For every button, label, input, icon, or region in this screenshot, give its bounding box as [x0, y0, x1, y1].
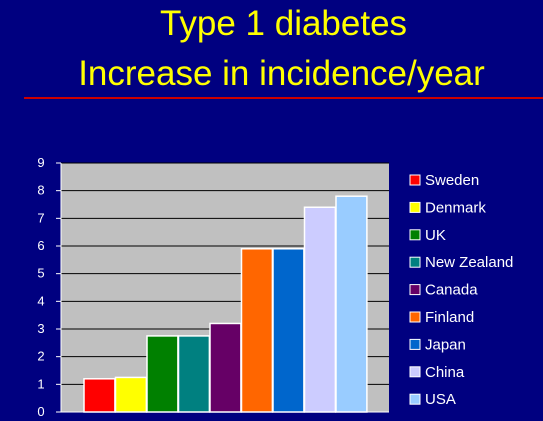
y-tick-label: 0 — [37, 404, 44, 419]
legend-label: Sweden — [425, 172, 479, 189]
title-divider — [24, 97, 543, 99]
legend-swatch — [409, 311, 421, 323]
legend-swatch — [409, 284, 421, 296]
legend-swatch — [409, 366, 421, 378]
legend-label: Canada — [425, 282, 478, 299]
bars — [83, 195, 368, 413]
y-tick-label: 6 — [37, 238, 44, 253]
legend-swatch — [409, 201, 421, 213]
bar-finland — [240, 248, 274, 413]
legend-swatch — [409, 256, 421, 268]
bar-denmark — [114, 376, 148, 413]
legend-label: Japan — [425, 336, 466, 353]
legend-label: USA — [425, 391, 456, 408]
legend-label: UK — [425, 227, 446, 244]
y-tick-label: 9 — [37, 155, 44, 170]
bar-china — [303, 206, 337, 413]
bar-usa — [335, 195, 368, 413]
y-tick-label: 4 — [37, 293, 44, 308]
legend-swatch — [409, 229, 421, 241]
legend-label: Finland — [425, 309, 474, 326]
legend-swatch — [409, 393, 421, 405]
bar-uk — [146, 335, 179, 413]
legend-label: New Zealand — [425, 254, 513, 271]
y-tick-label: 5 — [37, 266, 44, 281]
legend-label: China — [425, 364, 465, 381]
legend: Sweden Denmark UK New Zealand Canada Finland J… — [409, 172, 513, 408]
y-tick-label: 3 — [37, 321, 44, 336]
legend-swatch — [409, 338, 421, 350]
bar-sweden — [83, 378, 116, 413]
y-tick-label: 2 — [37, 349, 44, 364]
bar-canada — [209, 322, 242, 413]
bar-new-zealand — [177, 335, 211, 413]
legend-swatch — [409, 174, 421, 186]
y-tick-label: 7 — [37, 210, 44, 225]
slide-title-line-1: Type 1 diabetes — [159, 4, 408, 43]
y-axis-ticks: 0 1 2 3 4 5 6 7 8 9 — [37, 155, 61, 419]
legend-label: Denmark — [425, 199, 486, 216]
bar-japan — [272, 248, 305, 413]
axes — [60, 163, 389, 413]
slide-title-line-2: Increase in incidence/year — [78, 54, 485, 93]
y-tick-label: 1 — [37, 376, 44, 391]
y-tick-label: 8 — [37, 183, 44, 198]
